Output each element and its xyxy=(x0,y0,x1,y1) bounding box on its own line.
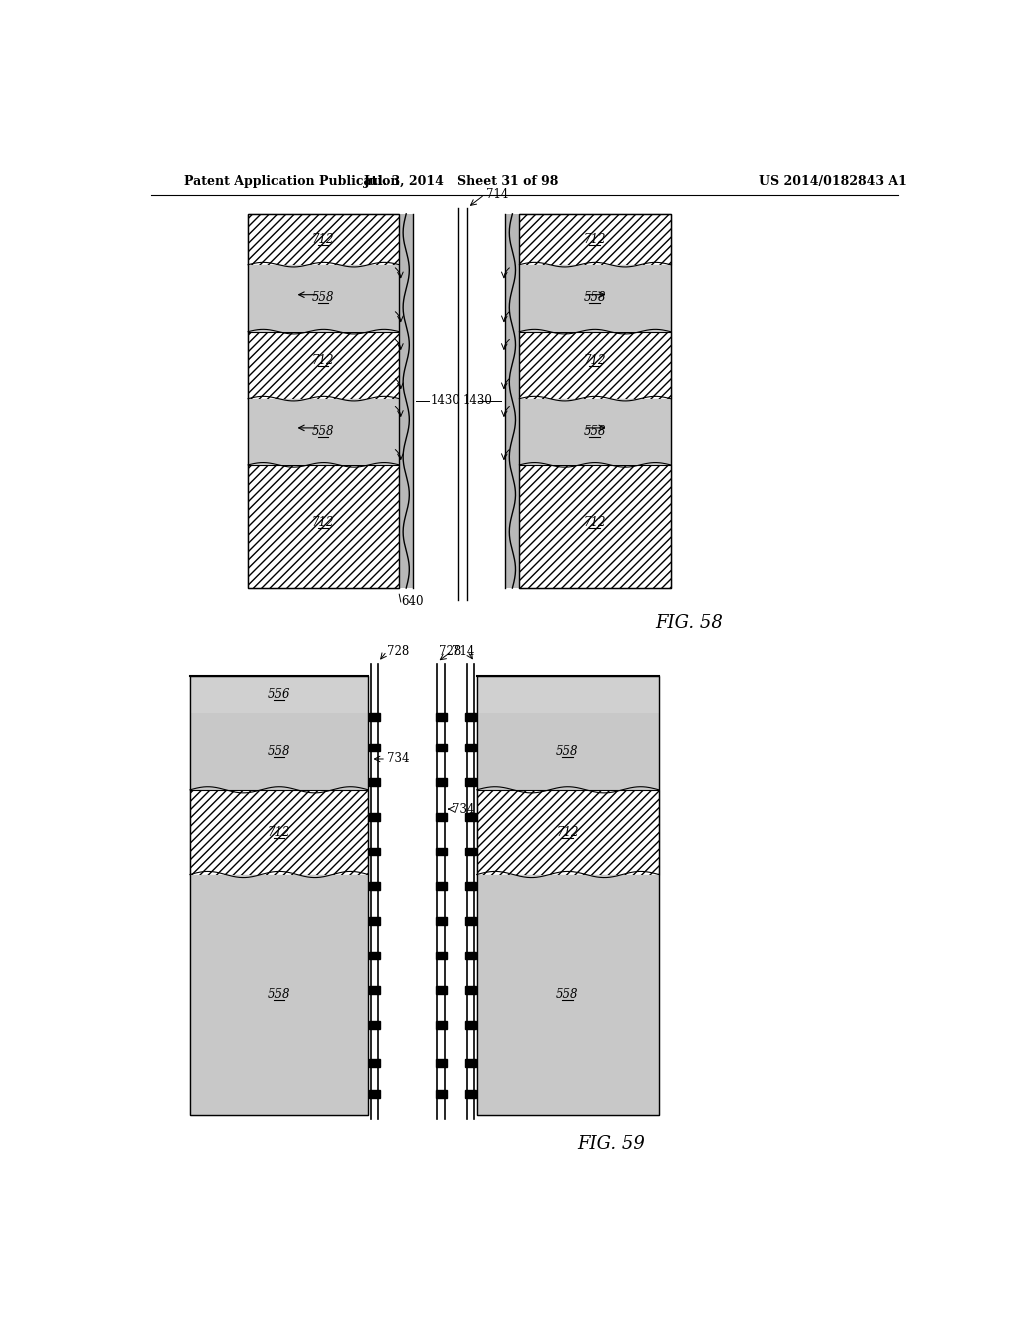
Bar xyxy=(435,882,446,890)
Text: 712: 712 xyxy=(584,516,606,529)
Text: 558: 558 xyxy=(268,989,291,1001)
Text: Jul. 3, 2014   Sheet 31 of 98: Jul. 3, 2014 Sheet 31 of 98 xyxy=(364,176,559,187)
Bar xyxy=(477,676,658,1114)
Bar xyxy=(369,779,380,785)
Text: 558: 558 xyxy=(556,744,579,758)
Text: 558: 558 xyxy=(312,425,335,438)
Bar xyxy=(248,214,399,589)
Bar xyxy=(435,813,446,821)
Bar xyxy=(248,331,399,399)
Bar xyxy=(465,1020,476,1028)
Text: Patent Application Publication: Patent Application Publication xyxy=(183,176,399,187)
Text: 712: 712 xyxy=(584,354,606,367)
Text: FIG. 59: FIG. 59 xyxy=(578,1135,645,1152)
Bar xyxy=(519,214,671,589)
Text: 712: 712 xyxy=(312,232,335,246)
Text: 558: 558 xyxy=(584,425,606,438)
Bar xyxy=(190,874,369,1114)
Bar xyxy=(477,713,658,789)
Bar xyxy=(369,952,380,960)
Text: US 2014/0182843 A1: US 2014/0182843 A1 xyxy=(760,176,907,187)
Bar xyxy=(369,1090,380,1098)
Bar xyxy=(435,1090,446,1098)
Text: 558: 558 xyxy=(312,292,335,305)
Bar xyxy=(519,264,671,331)
Bar xyxy=(519,465,671,589)
Bar xyxy=(435,986,446,994)
Bar xyxy=(369,813,380,821)
Bar xyxy=(369,1059,380,1067)
Bar xyxy=(369,882,380,890)
Bar xyxy=(477,676,658,713)
Bar xyxy=(435,847,446,855)
Bar xyxy=(369,917,380,924)
Text: 640: 640 xyxy=(401,595,424,609)
Bar xyxy=(248,399,399,465)
Bar xyxy=(477,874,658,1114)
Bar xyxy=(369,743,380,751)
Bar xyxy=(190,676,369,713)
Text: 558: 558 xyxy=(584,292,606,305)
Text: 712: 712 xyxy=(556,825,579,838)
Bar xyxy=(465,847,476,855)
Text: 712: 712 xyxy=(312,354,335,367)
Bar xyxy=(190,713,369,789)
Text: 734: 734 xyxy=(452,803,474,816)
Text: 728: 728 xyxy=(387,644,410,657)
Text: 558: 558 xyxy=(556,989,579,1001)
Bar xyxy=(465,882,476,890)
Bar xyxy=(248,214,399,589)
Bar xyxy=(248,214,399,264)
Bar xyxy=(369,1020,380,1028)
Bar xyxy=(519,331,671,399)
Bar xyxy=(399,214,414,589)
Bar xyxy=(465,1059,476,1067)
Text: FIG. 58: FIG. 58 xyxy=(655,614,723,632)
Bar xyxy=(506,214,519,589)
Bar xyxy=(369,713,380,721)
Bar xyxy=(465,952,476,960)
Text: 728: 728 xyxy=(439,644,461,657)
Bar xyxy=(435,713,446,721)
Bar xyxy=(477,676,658,1114)
Bar xyxy=(190,789,369,875)
Bar xyxy=(190,676,369,1114)
Bar xyxy=(435,779,446,785)
Bar xyxy=(435,1059,446,1067)
Bar xyxy=(465,713,476,721)
Bar xyxy=(248,264,399,331)
Bar xyxy=(465,917,476,924)
Bar xyxy=(465,743,476,751)
Bar xyxy=(519,399,671,465)
Text: 712: 712 xyxy=(312,516,335,529)
Bar xyxy=(477,789,658,875)
Bar xyxy=(435,743,446,751)
Bar xyxy=(465,986,476,994)
Bar xyxy=(435,917,446,924)
Text: 734: 734 xyxy=(387,752,410,766)
Bar xyxy=(465,813,476,821)
Text: 558: 558 xyxy=(268,744,291,758)
Text: 712: 712 xyxy=(584,232,606,246)
Bar xyxy=(519,214,671,264)
Bar xyxy=(369,986,380,994)
Text: 714: 714 xyxy=(486,187,509,201)
Text: 1430: 1430 xyxy=(463,395,493,408)
Text: 712: 712 xyxy=(268,825,291,838)
Bar xyxy=(435,1020,446,1028)
Text: 556: 556 xyxy=(268,688,291,701)
Bar xyxy=(435,952,446,960)
Text: 1430: 1430 xyxy=(430,395,460,408)
Text: 714: 714 xyxy=(452,644,474,657)
Bar xyxy=(519,214,671,589)
Bar xyxy=(248,465,399,589)
Bar xyxy=(465,1090,476,1098)
Bar xyxy=(369,847,380,855)
Bar xyxy=(465,779,476,785)
Bar xyxy=(190,676,369,1114)
